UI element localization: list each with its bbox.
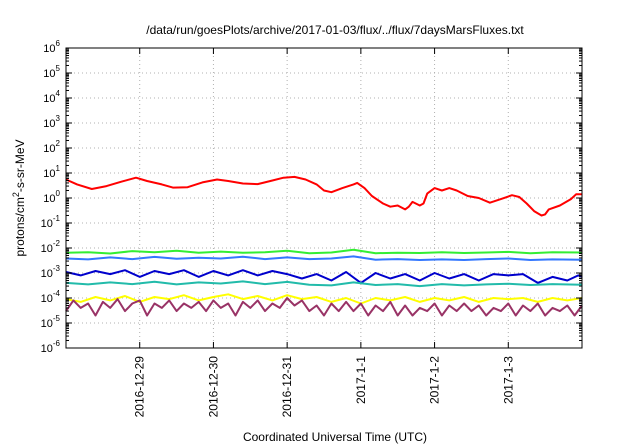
y-tick-label: 10-3 [41, 264, 61, 280]
series-line [65, 280, 583, 288]
y-tick-label: 10-5 [41, 314, 61, 330]
series-layer [65, 175, 583, 317]
y-tick-label: 102 [43, 139, 60, 155]
y-tick-label: 10-4 [41, 289, 61, 305]
x-tick-label: 2016-12-29 [133, 356, 147, 418]
y-axis: 10-6 10-5 10-4 10-3 10-2 10-1 100 101 102 103 104 1… [41, 39, 582, 355]
y-tick-label: 10-1 [41, 214, 61, 230]
series-line [65, 175, 582, 217]
x-axis-label: Coordinated Universal Time (UTC) [243, 430, 427, 444]
y-tick-label: 101 [43, 164, 60, 180]
series-line [65, 293, 583, 305]
y-tick-label: 10-2 [41, 239, 61, 255]
y-tick-label: 103 [43, 114, 60, 130]
y-tick-label: 104 [43, 89, 60, 105]
y-tick-label: 105 [43, 64, 60, 80]
x-tick-label: 2017-1-1 [354, 356, 368, 404]
y-tick-label: 100 [43, 189, 60, 205]
x-tick-label: 2016-12-31 [280, 356, 294, 418]
x-tick-label: 2017-1-3 [501, 356, 515, 404]
x-axis: 2016-12-29 2016-12-30 2016-12-31 2017-1-1 20… [133, 48, 515, 418]
x-tick-label: 2016-12-30 [206, 356, 220, 418]
x-tick-label: 2017-1-2 [428, 356, 442, 404]
y-axis-label: protons/cm2-s-sr-MeV [11, 139, 27, 256]
series-line [65, 255, 583, 261]
chart-title: /data/run/goesPlots/archive/2017-01-03/f… [146, 23, 524, 37]
series-line [65, 269, 583, 284]
y-tick-label: 10-6 [41, 339, 61, 355]
series-line [65, 297, 583, 317]
series-line [65, 248, 583, 255]
y-tick-label: 106 [43, 39, 60, 55]
